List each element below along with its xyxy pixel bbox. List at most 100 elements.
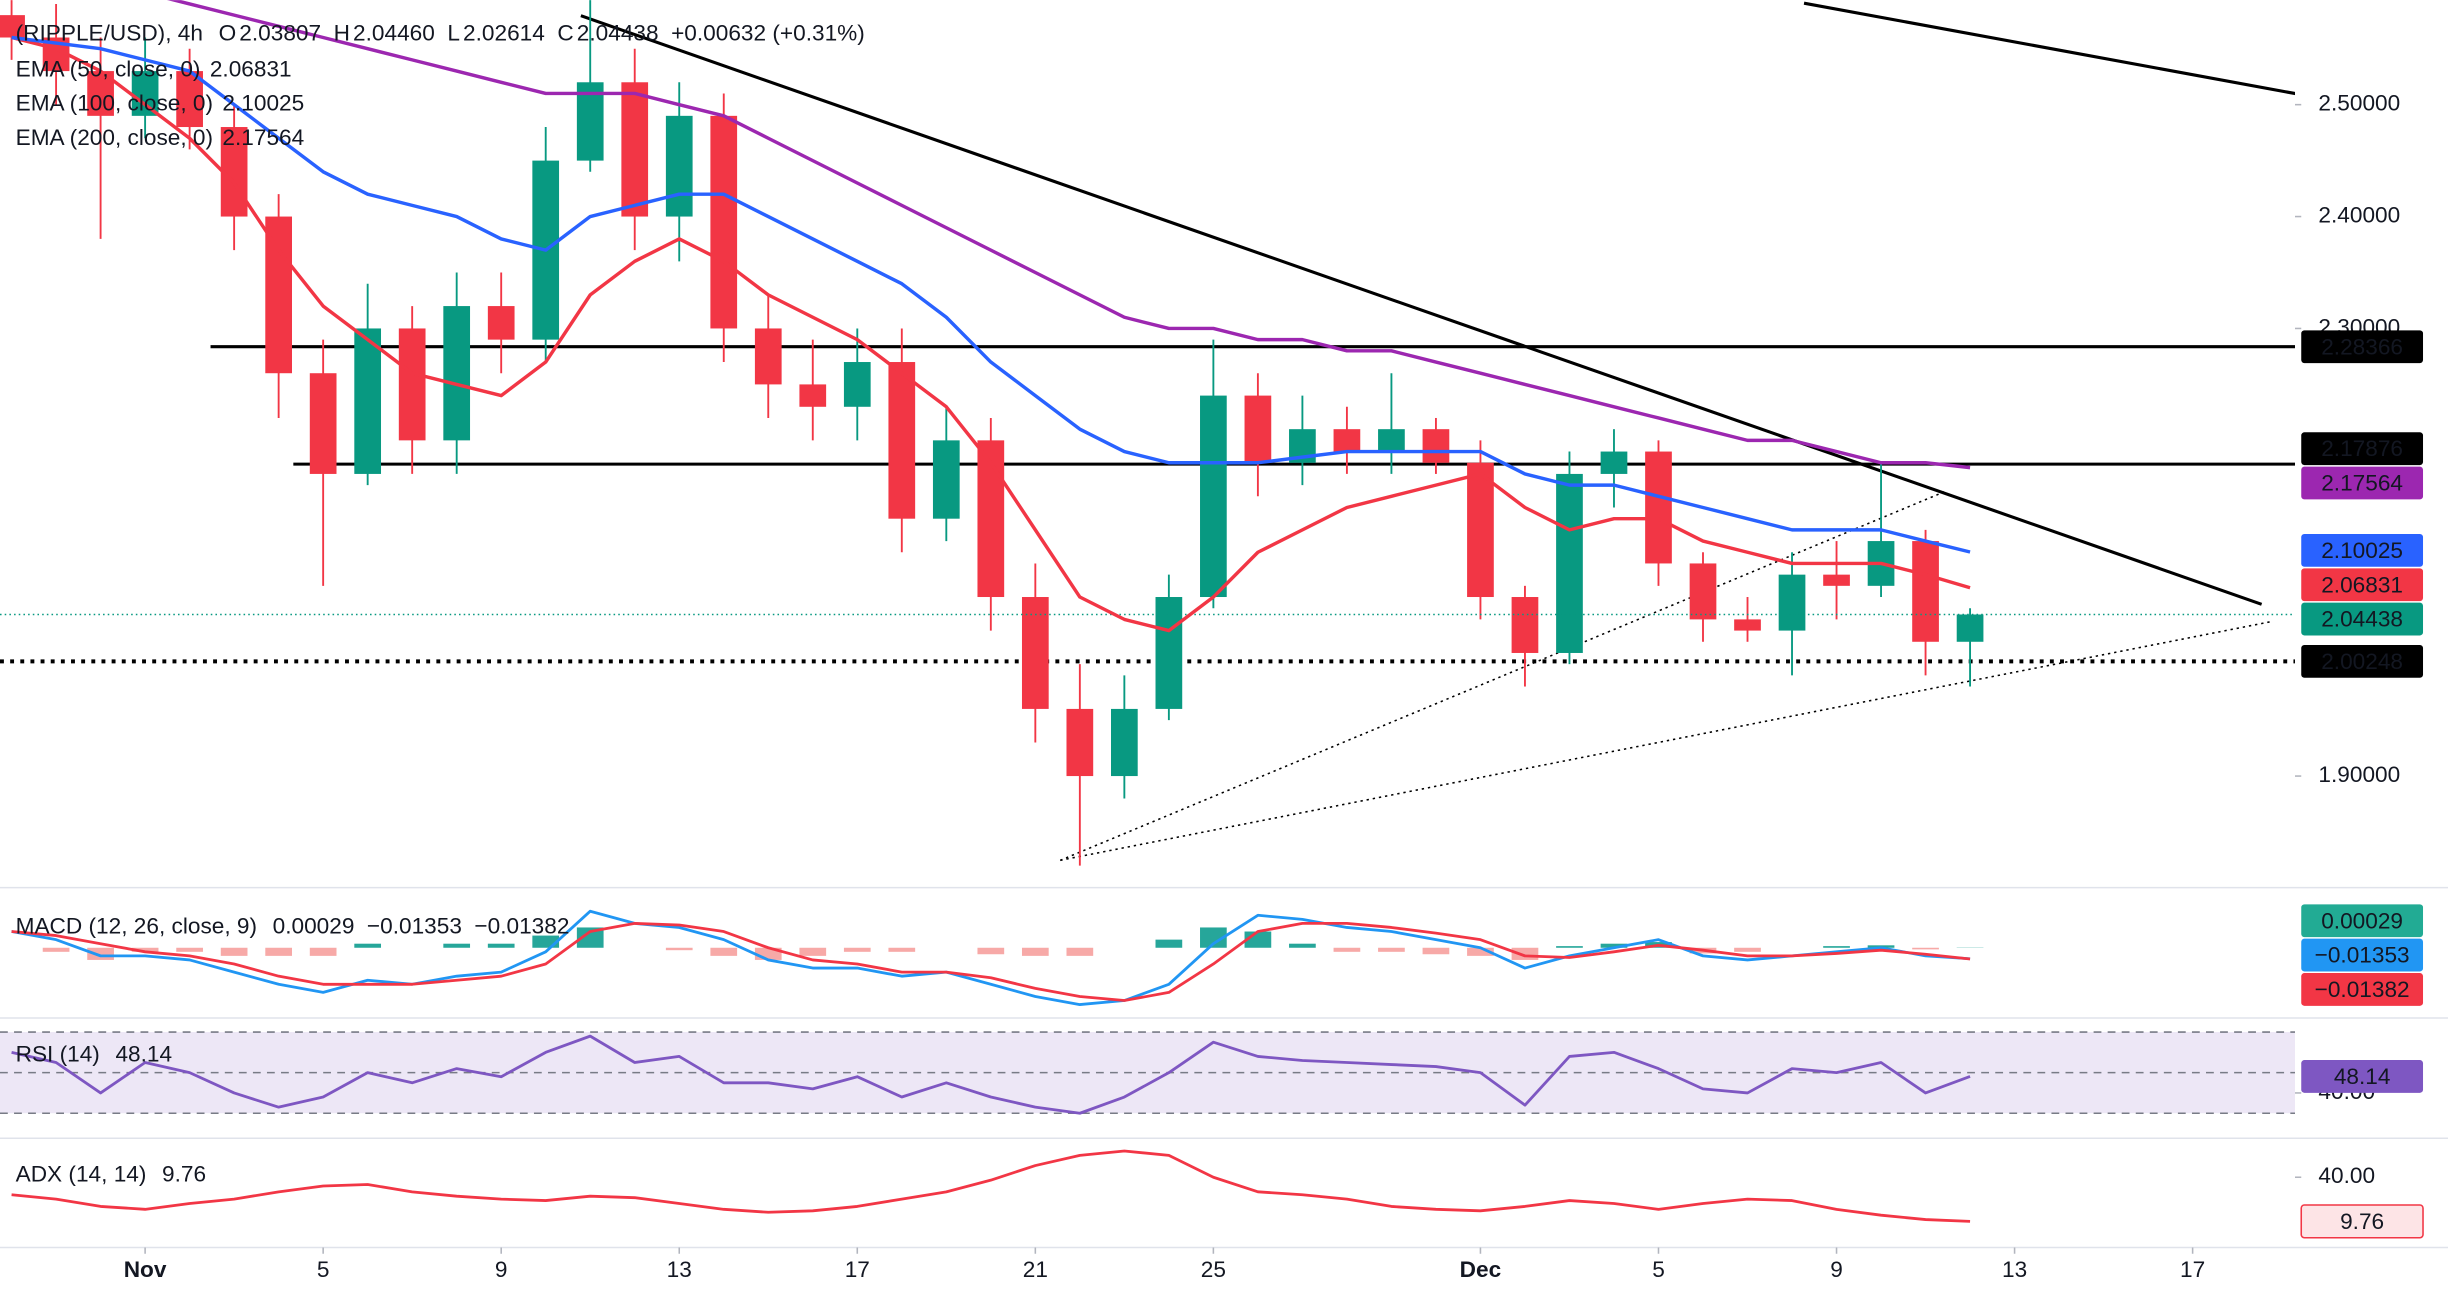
macd-histogram-bar <box>1912 947 1939 950</box>
quote-value: 2.02614 <box>463 20 545 45</box>
x-tick-label: 5 <box>317 1257 330 1282</box>
indicator-title: ADX (14, 14) <box>16 1162 147 1187</box>
price-tag-label: 2.04438 <box>2321 607 2403 632</box>
pane <box>0 1031 2295 1115</box>
macd-histogram-bar <box>888 947 916 952</box>
macd-histogram-bar <box>1556 946 1583 948</box>
price-tag: −0.01353 <box>2301 938 2424 972</box>
candle-body <box>1778 574 1806 631</box>
legend-value: 48.14 <box>115 1041 172 1066</box>
y-tick-label: 1.90000 <box>2318 762 2400 787</box>
candle-body <box>710 115 738 329</box>
price-tag: 2.04438 <box>2301 602 2424 636</box>
quote-value: 2.04438 <box>577 20 659 45</box>
price-tag-label: −0.01382 <box>2315 977 2410 1002</box>
price-tag-box <box>2300 1204 2424 1239</box>
x-tick-label: 13 <box>2002 1257 2027 1282</box>
macd-histogram-bar <box>354 943 382 948</box>
price-tag: 2.06831 <box>2301 568 2424 602</box>
price-tag-label: 2.17564 <box>2321 471 2403 496</box>
candle-body <box>398 328 426 441</box>
legend-value: 2.10025 <box>222 91 304 116</box>
candle-body <box>1600 451 1628 474</box>
macd-histogram-bar <box>265 947 292 956</box>
macd-histogram-bar <box>1600 943 1628 948</box>
candle-body <box>443 306 471 441</box>
x-tick-label: 17 <box>845 1257 870 1282</box>
candle-body <box>888 362 916 519</box>
candle-body <box>1912 541 1939 642</box>
candle-body <box>1422 429 1450 463</box>
macd-histogram-bar <box>1289 943 1316 948</box>
macd-histogram-bar <box>443 943 471 948</box>
candle-body <box>1734 619 1761 631</box>
price-tag-box <box>2301 602 2424 636</box>
y-tick-label: 2.40000 <box>2318 203 2400 228</box>
price-tag-box <box>2301 568 2424 602</box>
quote-value: 2.04460 <box>353 20 435 45</box>
candle-body <box>354 328 382 474</box>
indicator-line <box>11 1034 1971 1115</box>
indicator-title: MACD (12, 26, close, 9) <box>16 913 257 938</box>
macd-histogram-bar <box>131 947 159 952</box>
candle-body <box>1111 708 1138 777</box>
x-tick-label: Dec <box>1460 1257 1502 1282</box>
candle-body <box>1066 708 1094 777</box>
x-tick-label: 17 <box>2180 1257 2205 1282</box>
legend-value: 0.00029 <box>273 913 355 938</box>
price-tag: 0.00029 <box>2301 904 2424 938</box>
y-tick-label: 2.50000 <box>2318 91 2400 116</box>
quote-label: L <box>447 20 460 45</box>
macd-histogram-bar <box>1467 947 1494 956</box>
x-tick-label: 21 <box>1023 1257 1048 1282</box>
legend-value: 9.76 <box>162 1162 206 1187</box>
price-tag-box <box>2301 533 2424 567</box>
price-tag-label: 2.28366 <box>2321 334 2403 359</box>
legend-name: EMA (50, close, 0) <box>16 56 201 81</box>
candle-body <box>754 328 782 385</box>
macd-histogram-bar <box>42 947 70 952</box>
price-tag: 2.10025 <box>2301 533 2424 567</box>
candle-body <box>1556 473 1583 653</box>
candle-body <box>1823 574 1850 586</box>
macd-histogram-bar <box>665 947 693 951</box>
price-tag: −0.01382 <box>2301 973 2424 1006</box>
macd-histogram-bar <box>710 947 738 956</box>
x-tick-label: 25 <box>1201 1257 1226 1282</box>
candle-body <box>977 440 1005 598</box>
macd-histogram-bar <box>1734 947 1761 952</box>
indicator-line <box>11 35 1971 633</box>
legend-value: 2.17564 <box>222 125 304 150</box>
candle-body <box>487 306 515 340</box>
candle-body <box>1689 563 1717 620</box>
quote-change: +0.00632 (+0.31%) <box>671 20 865 45</box>
price-tag: 9.76 <box>2300 1204 2424 1239</box>
macd-histogram-bar <box>487 943 515 948</box>
candle-body <box>1021 597 1049 709</box>
x-tick-label: 9 <box>495 1257 508 1282</box>
pane <box>11 1149 1971 1223</box>
price-tag: 2.00248 <box>2301 644 2424 678</box>
quote-label: C <box>557 20 573 45</box>
price-tag-label: 2.00248 <box>2321 649 2403 674</box>
macd-histogram-bar <box>843 947 871 952</box>
trend-line <box>1803 1 2295 96</box>
candle-body <box>265 216 292 374</box>
x-tick-label: 5 <box>1652 1257 1665 1282</box>
candle-body <box>665 115 693 217</box>
indicator-line <box>11 35 1971 554</box>
price-tag-label: 0.00029 <box>2321 908 2403 933</box>
macd-histogram-bar <box>309 947 337 956</box>
macd-histogram-bar <box>1066 947 1094 956</box>
candle-body <box>1200 395 1227 598</box>
price-tag-label: 48.14 <box>2334 1064 2391 1089</box>
x-tick-label: 13 <box>667 1257 692 1282</box>
indicator-line <box>11 921 1971 1002</box>
price-tag: 2.17876 <box>2301 432 2424 466</box>
legend-name: EMA (200, close, 0) <box>16 125 213 150</box>
price-tag-box <box>2301 973 2424 1006</box>
price-tag-label: −0.01353 <box>2315 943 2410 968</box>
price-tag-box <box>2301 1060 2424 1093</box>
trend-line <box>580 14 2263 606</box>
